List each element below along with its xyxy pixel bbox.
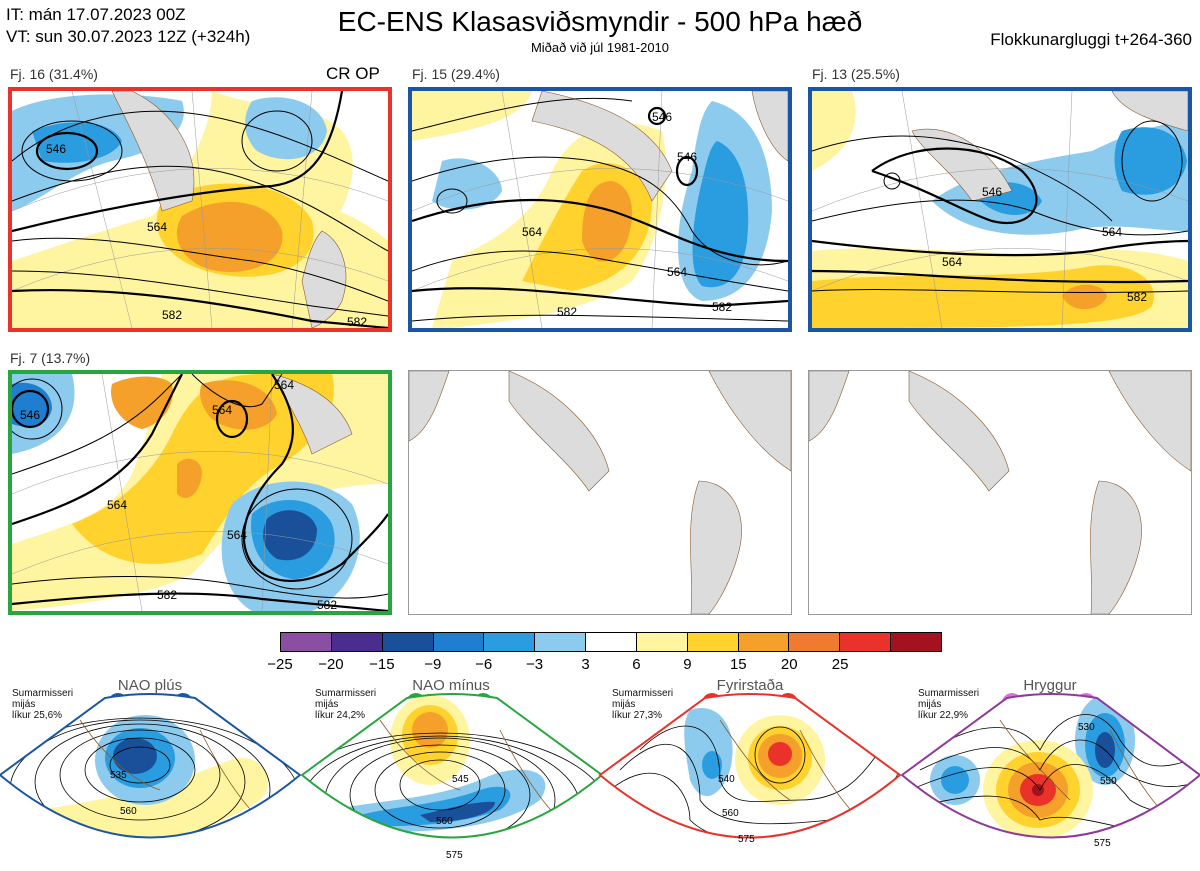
colorbar-cell-3 [433,633,485,651]
panel-4-contour-564b: 564 [274,378,294,392]
panel-2-contour-564: 564 [522,225,542,239]
colorbar-cell-8 [687,633,739,651]
cluster-map-panel-4: 546 564 564 564 564 582 582 [8,370,392,615]
colorbar-tick-label: −25 [267,656,293,673]
panel-3-contour-546: 546 [982,185,1002,199]
panel-2-contour-582: 582 [557,305,577,319]
page-subtitle: Miðað við júl 1981-2010 [530,40,670,55]
colorbar-tick-label: 6 [632,656,641,673]
colorbar-cell-10 [789,633,841,651]
cluster-map-panel-1: 546 564 582 582 [8,87,392,332]
regime-2-contour-560: 560 [436,816,453,827]
regime-4-title: Hryggur [1023,677,1077,694]
regime-sector-maps: 535 560 545 560 575 [0,693,1200,861]
colorbar-tick-label: 25 [831,656,849,673]
regime-4-contour-575: 575 [1094,838,1111,849]
colorbar-cell-9 [738,633,790,651]
regime-4-contour-550: 550 [1100,776,1117,787]
panel-1-tag: CR OP [326,64,380,83]
panel-2-contour-546: 546 [652,110,672,124]
panel-3-contour-564: 564 [942,255,962,269]
colorbar-cell-1 [331,633,383,651]
init-time: IT: mán 17.07.2023 00Z [6,5,186,24]
cluster-map-panel-3: 546 564 564 582 [808,87,1192,332]
colorbar-cell-6 [586,633,637,651]
regime-4-info: Sumarmisseri mijás líkur 22,9% [918,688,980,721]
regime-2-title: NAO mínus [412,677,490,694]
colorbar-cell-7 [636,633,688,651]
regime-2-contour-545: 545 [452,774,469,785]
colorbar-tick-label: 20 [780,656,798,673]
panel-2-contour-582b: 582 [712,300,732,314]
panel-3-label: Fj. 13 (25.5%) [812,66,900,82]
panel-4-contour-564d: 564 [227,528,247,542]
cluster-map-panel-2: 546 546 564 564 582 582 [408,87,792,332]
regime-3-contour-575: 575 [738,834,755,845]
panel-3-contour-582: 582 [1127,290,1147,304]
regime-1-contour-560: 560 [120,806,137,817]
regime-3-contour-540: 540 [718,774,735,785]
regime-1-title: NAO plús [117,677,183,694]
panel-1-label: Fj. 16 (31.4%) [10,66,98,82]
valid-time: VT: sun 30.07.2023 12Z (+324h) [6,27,251,46]
panel-2-contour-564b: 564 [667,265,687,279]
panel-3-contour-564b: 564 [1102,225,1122,239]
panel-4-contour-564c: 564 [107,498,127,512]
colorbar-cell-0 [281,633,332,651]
cluster-window: Flokkunargluggi t+264-360 [990,30,1192,49]
colorbar-tick-label: −20 [318,656,344,673]
colorbar-tick-label: −9 [424,656,442,673]
anomaly-colorbar [280,632,942,652]
panel-4-contour-582b: 582 [317,598,337,611]
regime-2-contour-575: 575 [446,850,463,861]
panel-2-contour-546b: 546 [677,150,697,164]
colorbar-tick-label: 9 [683,656,692,673]
panel-4-label: Fj. 7 (13.7%) [10,350,91,366]
panel-4-contour-582: 582 [157,588,177,602]
empty-map-panel-5 [408,370,792,615]
colorbar-tick-label: −6 [475,656,493,673]
colorbar-tick-label: −3 [526,656,544,673]
colorbar-tick-label: −15 [369,656,395,673]
colorbar-tick-label: 3 [581,656,590,673]
regime-2-info: Sumarmisseri mijás líkur 24,2% [315,688,377,721]
page-title: EC-ENS Klasasviðsmyndir - 500 hPa hæð [337,6,863,37]
colorbar-cell-12 [891,633,941,651]
panel-1-contour-582b: 582 [347,315,367,328]
colorbar-cell-4 [484,633,536,651]
regime-3-contour-560: 560 [722,808,739,819]
panel-4-contour-564: 564 [212,403,232,417]
run-info: IT: mán 17.07.2023 00Z VT: sun 30.07.202… [6,4,250,48]
panel-4-contour-546: 546 [20,408,40,422]
panel-1-contour-564: 564 [147,220,167,234]
colorbar-tick-label: 15 [729,656,747,673]
regime-3-title: Fyrirstaða [716,677,784,694]
regime-1-contour-535: 535 [110,770,127,781]
panel-1-contour-582: 582 [162,308,182,322]
colorbar-cell-2 [382,633,434,651]
panel-1-contour-546: 546 [46,142,66,156]
colorbar-cell-11 [840,633,892,651]
empty-map-panel-6 [808,370,1192,615]
panel-2-label: Fj. 15 (29.4%) [412,66,500,82]
regime-3-info: Sumarmisseri mijás líkur 27,3% [612,688,674,721]
colorbar-cell-5 [535,633,587,651]
regime-1-info: Sumarmisseri mijás líkur 25,6% [12,688,74,721]
regime-4-contour-530: 530 [1078,722,1095,733]
